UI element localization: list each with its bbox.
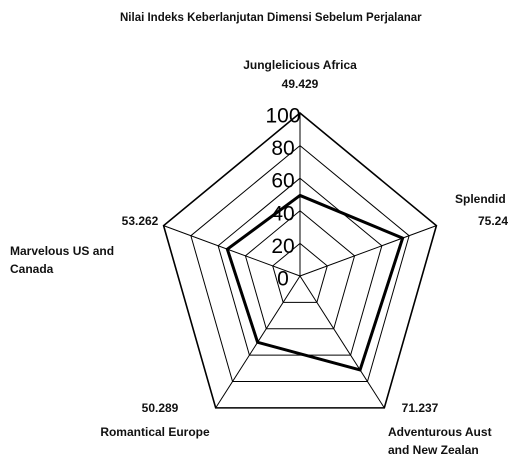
category-label: Junglelicious Africa — [243, 58, 357, 72]
value-label: 53.262 — [122, 214, 159, 228]
category-label: and New Zealan — [388, 443, 479, 457]
category-label: Adventurous Aust — [388, 425, 492, 439]
grid-ring — [162, 111, 438, 409]
value-label: 50.289 — [142, 401, 179, 415]
r-tick-label: 0 — [277, 268, 289, 291]
axis-spoke — [299, 275, 385, 409]
axis-spoke — [163, 225, 301, 277]
r-tick-label: 20 — [271, 235, 294, 258]
r-tick-label: 60 — [271, 170, 294, 193]
category-label: Canada — [10, 262, 54, 276]
grid-ring — [244, 210, 356, 330]
chart-title: Nilai Indeks Keberlanjutan Dimensi Sebel… — [120, 12, 422, 24]
r-tick-label: 100 — [265, 105, 300, 128]
category-label: Marvelous US and — [10, 244, 114, 258]
category-label: Splendid — [455, 192, 506, 206]
value-label: 49.429 — [282, 77, 319, 91]
r-tick-label: 40 — [271, 202, 294, 225]
r-tick-label: 80 — [271, 137, 294, 160]
grid-ring — [272, 242, 328, 303]
data-line — [225, 193, 405, 372]
axis-spoke — [299, 225, 437, 277]
grid-ring — [190, 144, 410, 382]
category-label: Romantical Europe — [100, 425, 210, 439]
value-label: 75.24 — [478, 214, 508, 228]
value-label: 71.237 — [402, 401, 439, 415]
